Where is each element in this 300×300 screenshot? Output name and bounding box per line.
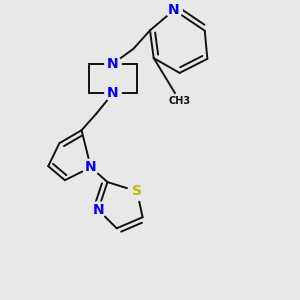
Text: N: N [85, 160, 97, 174]
Circle shape [172, 93, 187, 108]
Text: N: N [168, 3, 180, 17]
Circle shape [105, 85, 121, 101]
Text: CH3: CH3 [169, 96, 191, 106]
Text: N: N [107, 86, 119, 100]
Circle shape [83, 159, 99, 175]
Text: N: N [107, 57, 119, 71]
Text: S: S [132, 184, 142, 198]
Text: N: N [92, 203, 104, 217]
Circle shape [105, 56, 121, 72]
Circle shape [128, 182, 146, 201]
Circle shape [166, 2, 182, 18]
Circle shape [90, 202, 106, 218]
